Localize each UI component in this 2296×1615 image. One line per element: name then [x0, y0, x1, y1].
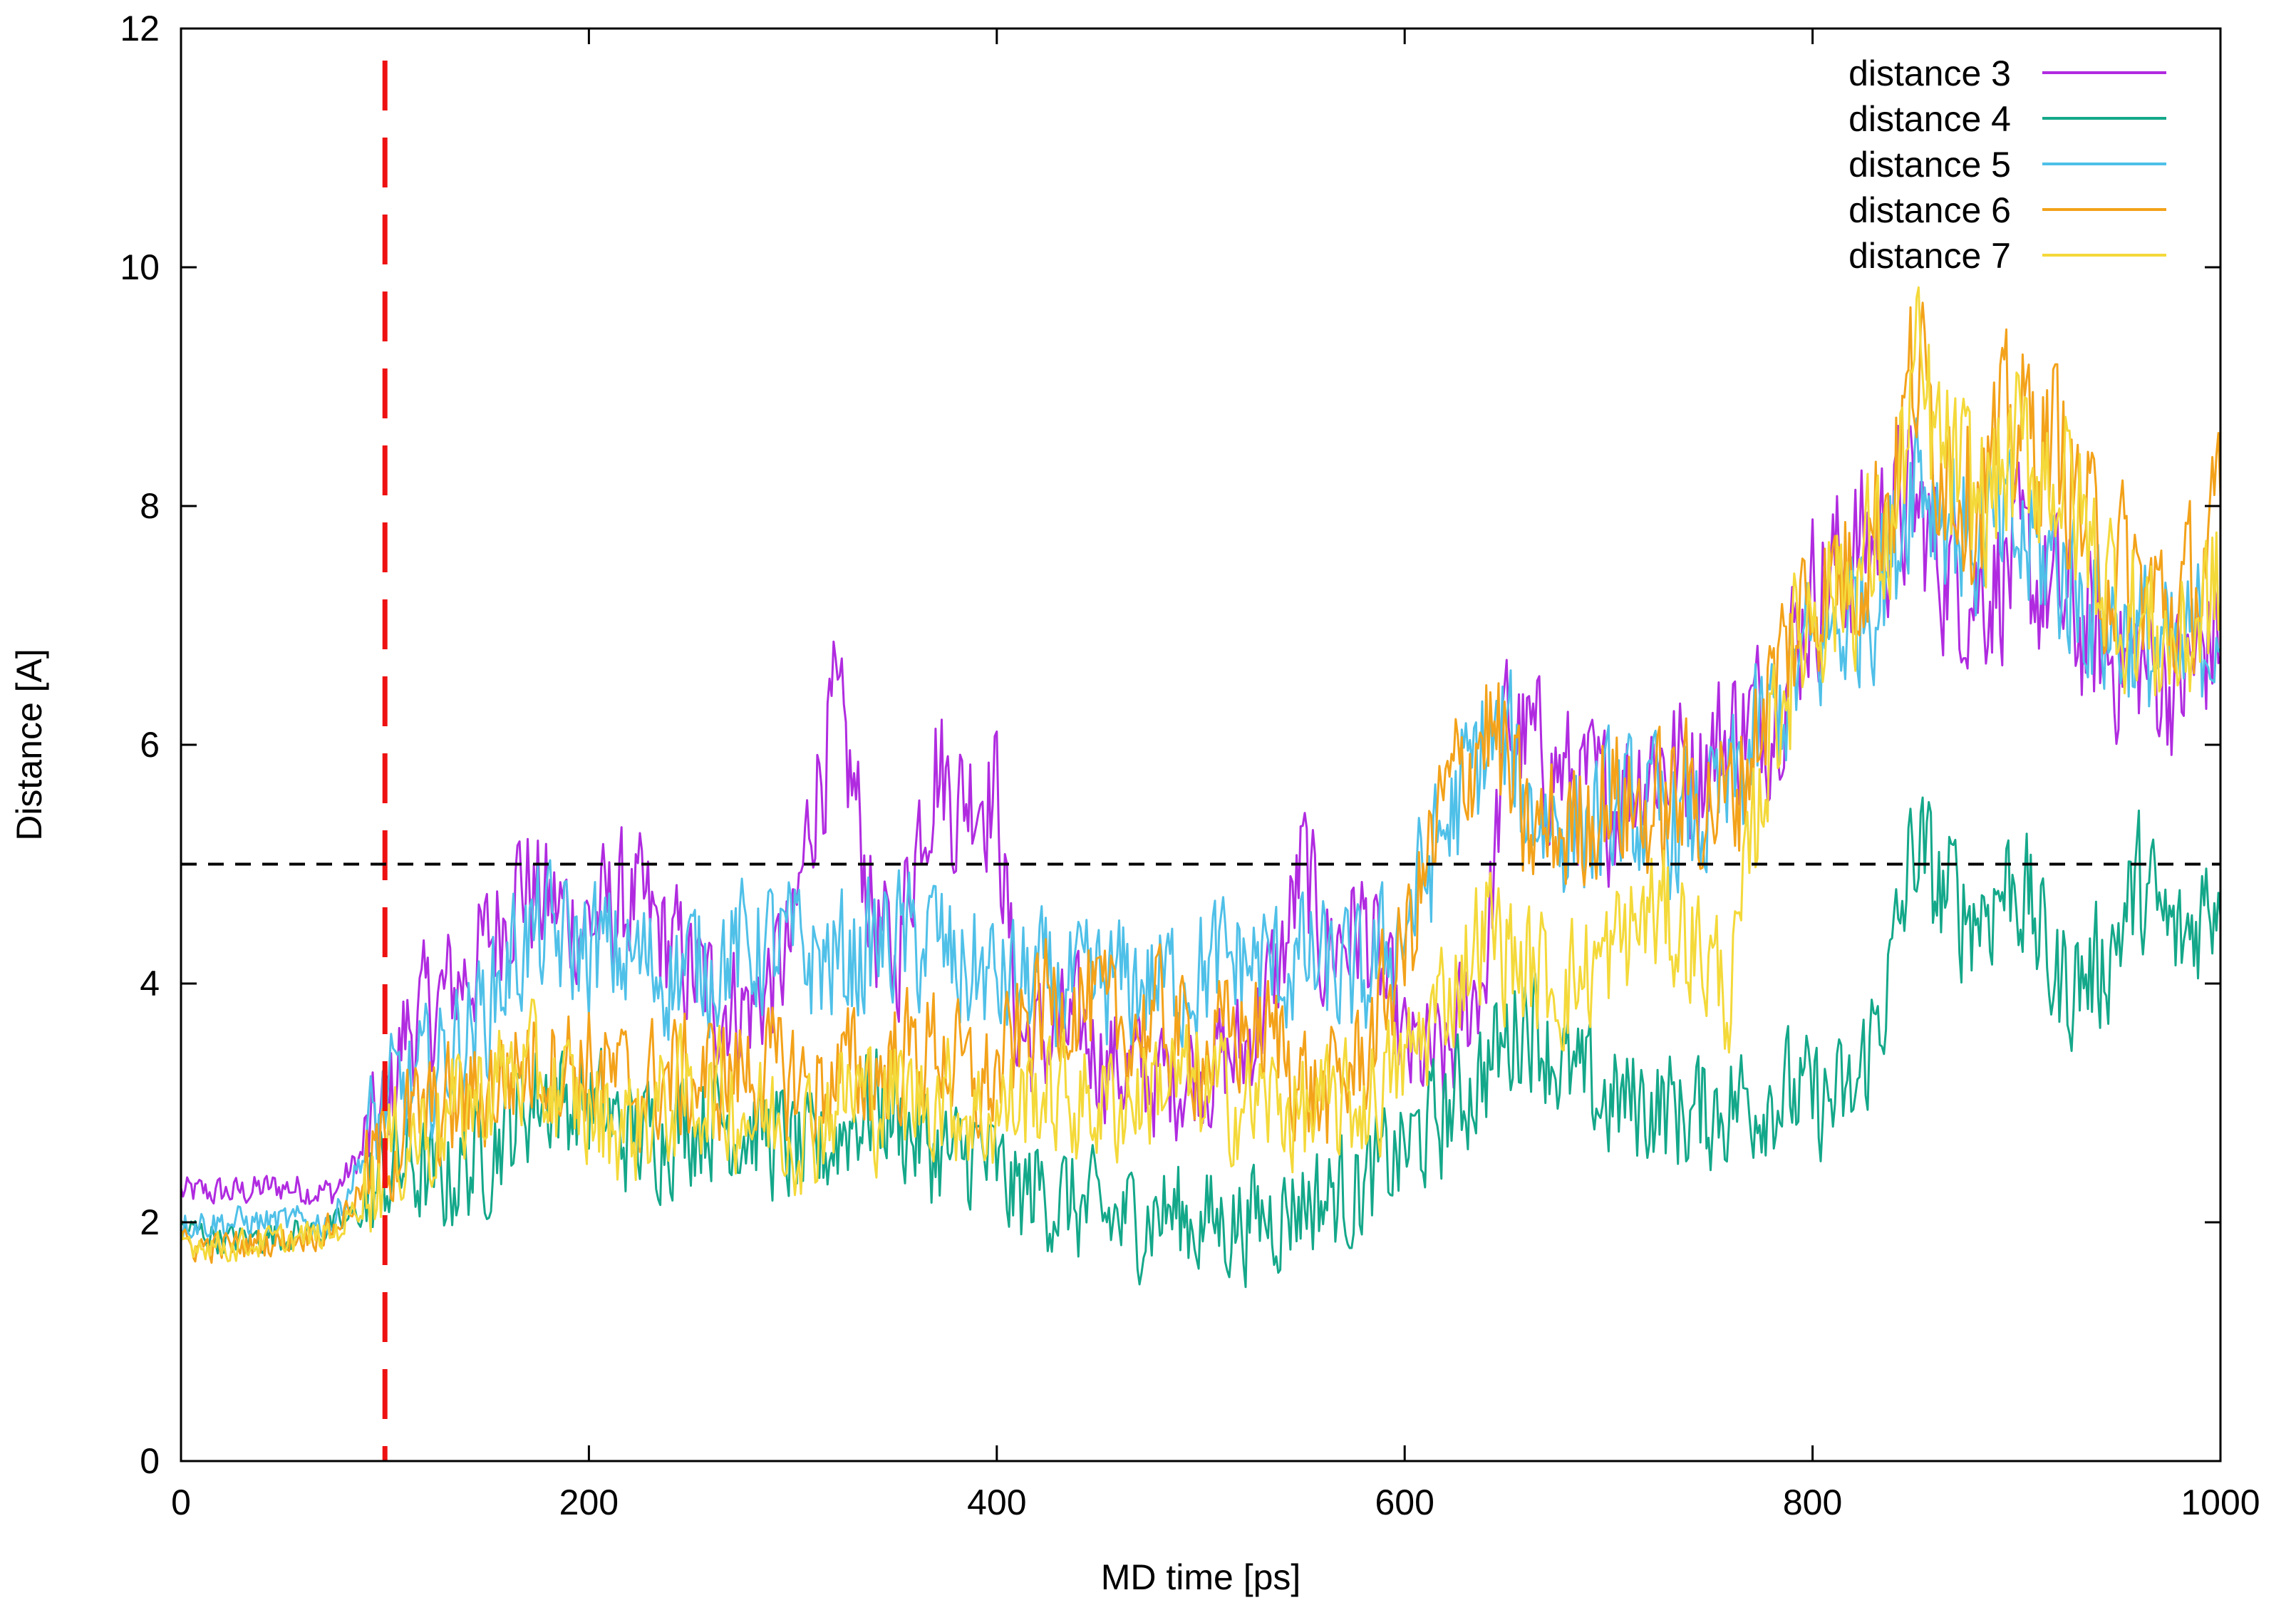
y-tick-label: 10	[120, 247, 160, 287]
plot-frame	[180, 27, 2222, 1462]
x-axis-label: MD time [ps]	[1101, 1557, 1301, 1597]
legend-label: distance 3	[1848, 53, 2011, 93]
legend-label: distance 4	[1848, 99, 2011, 139]
legend-label: distance 5	[1848, 145, 2011, 185]
x-tick-label: 0	[171, 1482, 191, 1522]
x-tick-label: 200	[559, 1482, 619, 1522]
x-tick-label: 400	[967, 1482, 1026, 1522]
series-line-5	[180, 286, 2222, 1263]
legend-label: distance 7	[1848, 236, 2011, 276]
x-tick-label: 600	[1375, 1482, 1434, 1522]
y-tick-label: 12	[120, 9, 160, 48]
x-tick-label: 1000	[2181, 1482, 2260, 1522]
y-tick-label: 6	[140, 725, 160, 765]
legend-label: distance 6	[1848, 190, 2011, 230]
x-tick-label: 800	[1783, 1482, 1842, 1522]
legend: distance 3 distance 4 distance 5 distance 6…	[1848, 53, 2166, 276]
y-tick-label: 4	[140, 964, 160, 1003]
y-tick-label: 0	[140, 1441, 160, 1481]
series-line-1	[180, 425, 2222, 1205]
y-tick-label: 2	[140, 1202, 160, 1242]
y-axis-label: Distance [A]	[9, 649, 49, 841]
y-tick-label: 8	[140, 486, 160, 526]
series-line-2	[180, 796, 2222, 1289]
